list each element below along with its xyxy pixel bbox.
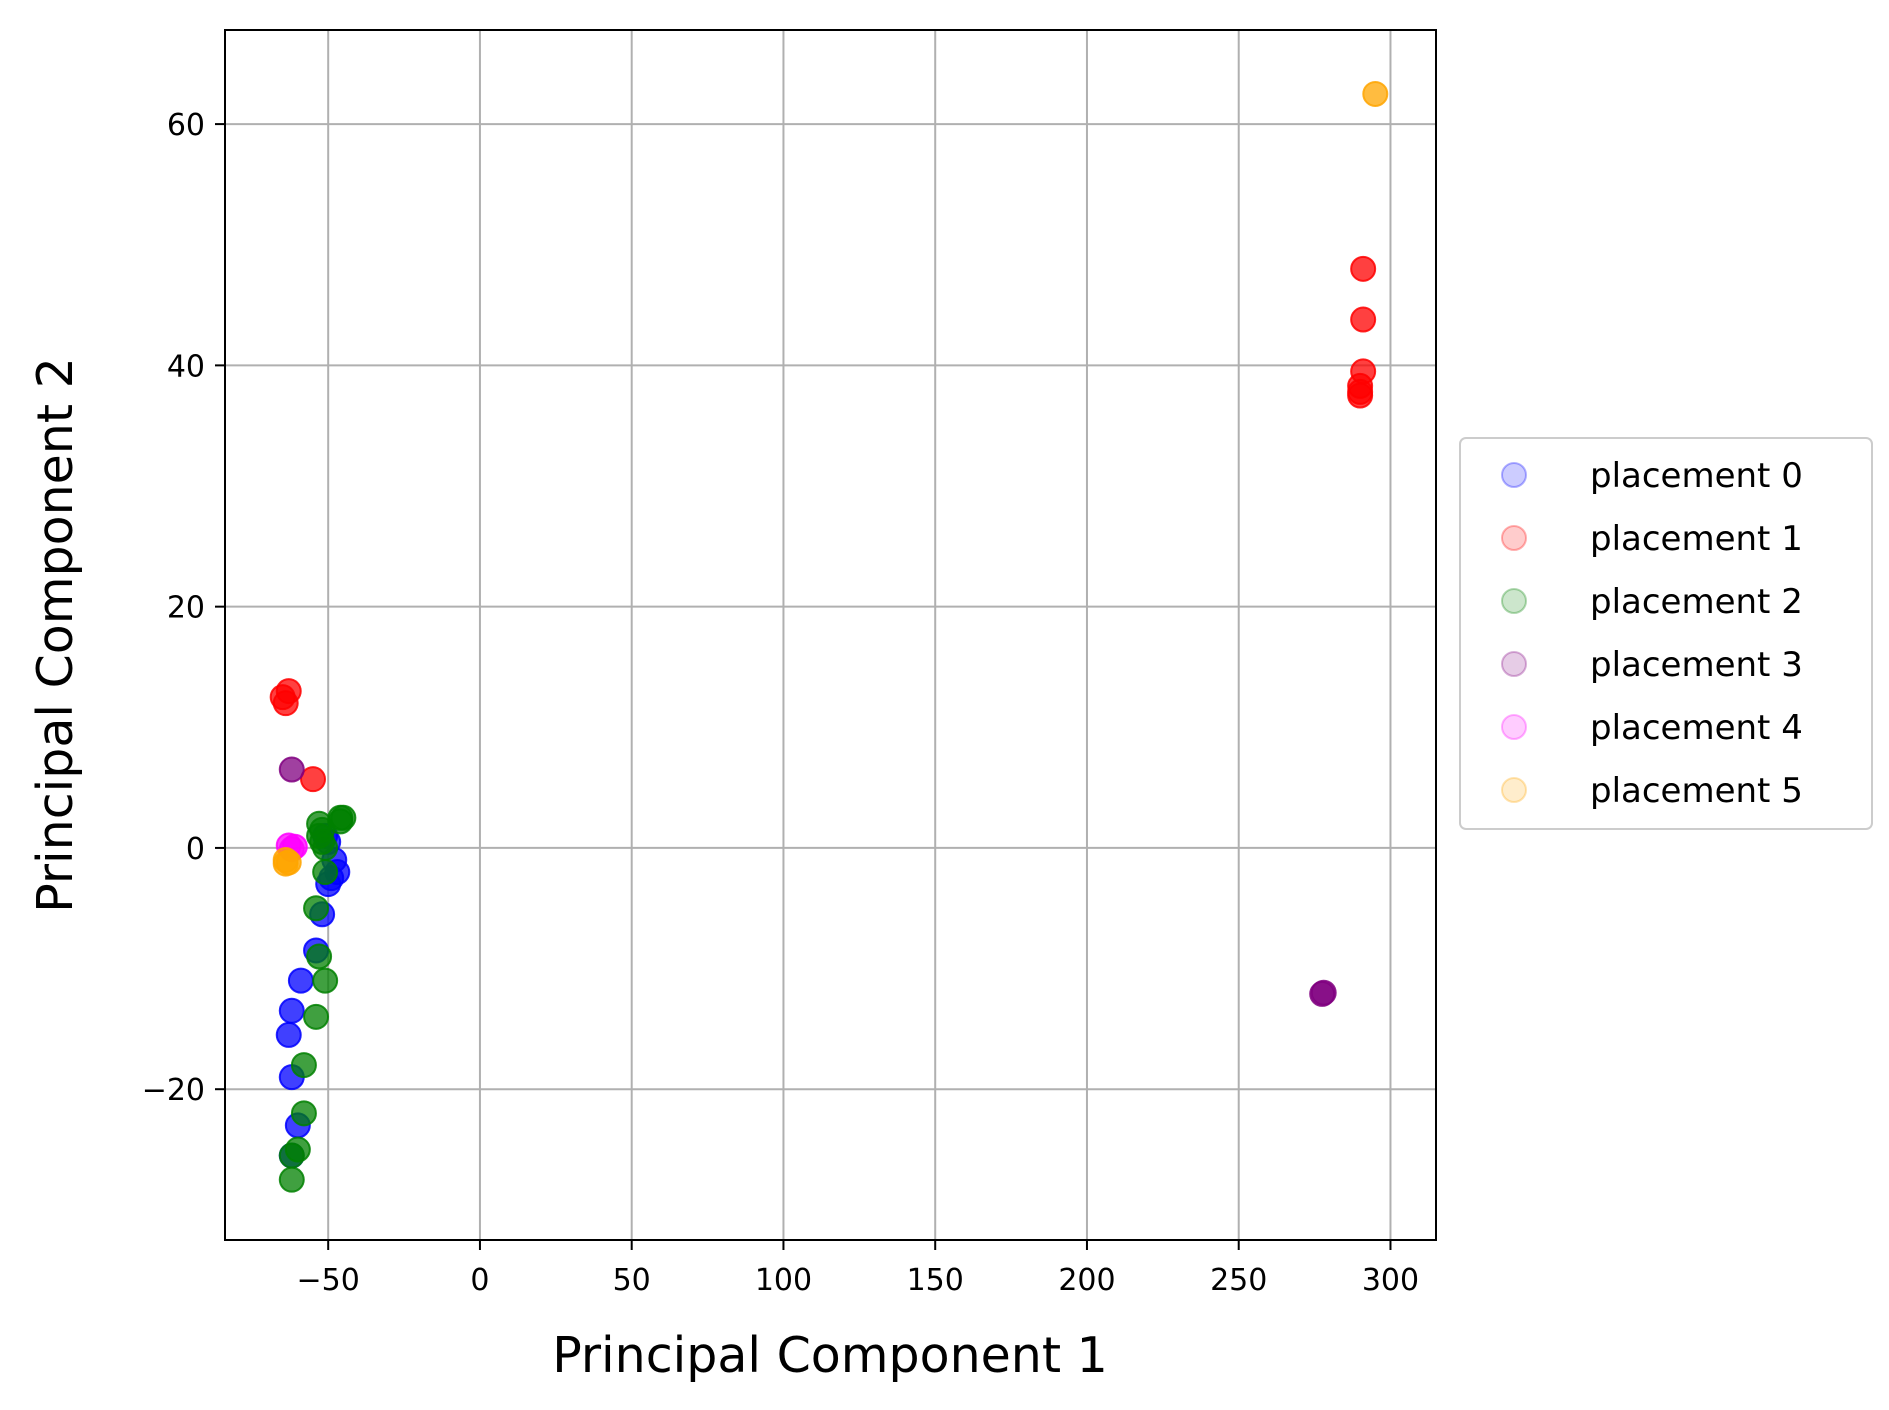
data-point	[1350, 306, 1377, 333]
data-point	[1347, 382, 1374, 409]
y-tick-label: 0	[186, 832, 205, 867]
data-point	[275, 678, 302, 705]
data-point	[275, 849, 302, 876]
x-tick-label: 100	[755, 1263, 812, 1298]
data-point	[312, 967, 339, 994]
grid-lines	[225, 30, 1436, 1240]
data-point	[278, 1142, 305, 1169]
data-point	[300, 766, 327, 793]
legend-marker	[1501, 714, 1527, 740]
plot-frame	[224, 29, 1437, 1241]
legend-marker	[1501, 588, 1527, 614]
x-tick-label: −50	[297, 1263, 360, 1298]
data-point	[278, 997, 305, 1024]
x-tick-label: 50	[613, 1263, 651, 1298]
plot-area-background	[225, 30, 1436, 1240]
data-point	[1362, 80, 1389, 107]
data-point	[303, 1003, 330, 1030]
legend-marker	[1501, 651, 1527, 677]
y-axis-title: Principal Component 2	[27, 357, 84, 913]
data-point	[275, 1021, 302, 1048]
legend-marker	[1501, 462, 1527, 488]
series-placement-1	[269, 255, 1377, 793]
data-point	[306, 943, 333, 970]
series-placement-3	[278, 756, 1337, 1007]
x-tick-label: 0	[470, 1263, 489, 1298]
data-point	[1309, 980, 1336, 1007]
y-tick-label: 40	[167, 349, 205, 384]
y-tick-label: 20	[167, 591, 205, 626]
legend-label: placement 4	[1590, 708, 1803, 748]
x-axis-ticks: −50 0 50 100 150 200 250 300	[297, 1240, 1419, 1298]
legend-label: placement 0	[1590, 456, 1803, 496]
series-placement-5	[272, 80, 1389, 877]
legend-label: placement 3	[1590, 645, 1803, 685]
series-placement-2	[278, 804, 357, 1193]
data-points	[269, 80, 1389, 1193]
legend-marker	[1501, 525, 1527, 551]
data-point	[312, 859, 339, 886]
y-tick-label: −20	[142, 1073, 205, 1108]
legend-marker	[1501, 777, 1527, 803]
data-point	[290, 1100, 317, 1127]
legend: placement 0 placement 1 placement 2 placeme…	[1459, 437, 1873, 830]
legend-label: placement 1	[1590, 519, 1803, 559]
y-axis-ticks: −20 0 20 40 60	[142, 108, 225, 1108]
data-point	[290, 1052, 317, 1079]
data-point	[287, 967, 314, 994]
legend-box	[1459, 437, 1873, 830]
data-point	[278, 1166, 305, 1193]
data-point	[327, 808, 354, 835]
x-tick-label: 250	[1210, 1263, 1267, 1298]
x-axis-title: Principal Component 1	[552, 1327, 1108, 1384]
data-point	[1350, 255, 1377, 282]
legend-label: placement 2	[1590, 582, 1803, 622]
x-tick-label: 300	[1362, 1263, 1419, 1298]
x-tick-label: 150	[907, 1263, 964, 1298]
x-tick-label: 200	[1058, 1263, 1115, 1298]
data-point	[278, 756, 305, 783]
legend-label: placement 5	[1590, 771, 1803, 811]
data-point	[303, 895, 330, 922]
y-tick-label: 60	[167, 108, 205, 143]
data-point	[312, 834, 339, 861]
